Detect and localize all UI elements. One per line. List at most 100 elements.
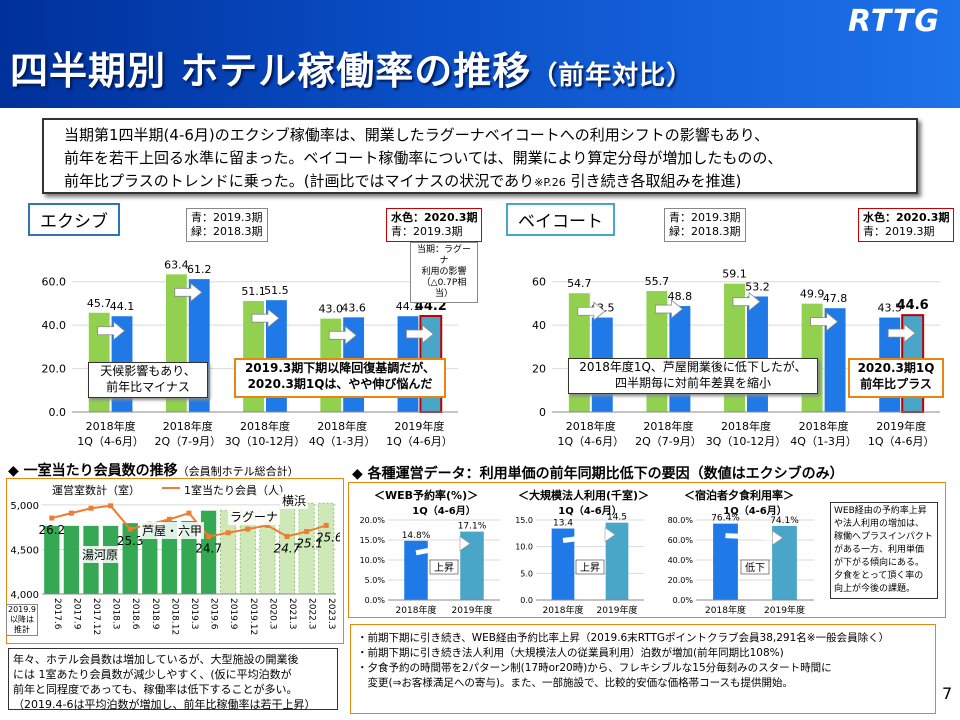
bay-legend-current: 水色：2020.3期 青：2019.3期	[858, 208, 955, 242]
trend-arrow	[887, 323, 916, 343]
xiv-tag: エクシブ	[28, 203, 120, 236]
summary-line-2: 前年を若干上回る水準に留まった。ベイコート稼働率については、開業により算定分母が…	[64, 149, 783, 167]
y-tick-label: 0.0	[49, 406, 67, 419]
x-tick-label-quarter: 1Q（4-6月）	[386, 435, 453, 448]
x-tick-label: 2021.3	[287, 598, 297, 630]
page-title: 四半期別 ホテル稼働率の推移（前年対比）	[10, 49, 694, 93]
trend-arrow	[577, 301, 606, 322]
line-value-label: 25.3	[117, 534, 144, 548]
line-point	[68, 510, 74, 516]
bar-value-label: 76.4%	[711, 514, 740, 524]
ops-bullets: ・前期下期に引き続き、WEB経由予約比率上昇（2019.6末RTTGポイントクラ…	[350, 624, 936, 714]
label-ashiya: 芦屋・六甲	[140, 522, 205, 539]
trend-arrow-head	[459, 536, 471, 552]
line-point	[245, 526, 251, 532]
y-tick-label: 40.0	[42, 319, 67, 332]
label-yokohama: 横浜	[280, 492, 309, 509]
bar-rooms	[161, 520, 178, 594]
trend-arrow	[810, 311, 839, 332]
line-point	[88, 505, 94, 511]
x-tick-label-year: 2018年度	[643, 419, 693, 433]
x-tick-label: 2018.9	[150, 598, 160, 630]
trend-arrow	[732, 291, 761, 312]
line-point	[264, 522, 270, 528]
x-tick-label-year: 2018年度	[317, 419, 367, 433]
company-logo: RTTG	[848, 4, 940, 39]
trend-arrow	[174, 282, 203, 303]
period-label: 1Q（4-6月）	[412, 504, 476, 517]
x-tick-label: 2019.6	[209, 598, 219, 630]
y-tick-label: 40	[532, 319, 546, 332]
value-label-current: 44.1	[110, 300, 135, 313]
x-tick-label-year: 2019年度	[394, 419, 444, 433]
x-tick-label: 2017.12	[91, 598, 101, 635]
period-label: 1Q（4-6月）	[723, 504, 787, 517]
ops-section-title: ◆ 各種運営データ：利用単価の前年同期比低下の要因（数値はエクシブのみ）	[352, 466, 844, 482]
y-tick-label: 60	[532, 276, 546, 289]
y-tick-label: 4,000	[10, 590, 39, 601]
web-chart-title: ＜WEB予約率(%)＞	[374, 489, 479, 502]
line-point	[225, 530, 231, 536]
line-value-label: 24.7	[195, 541, 222, 555]
trend-label-box	[740, 559, 770, 575]
y-tick-label: 40.0%	[668, 556, 694, 565]
bar-rooms	[181, 520, 197, 594]
value-label-current: 44.6	[897, 298, 929, 313]
y-tick-label: 0.0	[520, 596, 533, 605]
trend-arrow-shaft	[415, 541, 465, 556]
xiv-callout-trend: 2019.3期下期以降回復基調だが、 2020.3期1Qは、やや伸び悩んだ	[234, 358, 446, 398]
line-point	[186, 510, 192, 516]
trend-arrow-head	[772, 530, 784, 546]
y-tick-label: 10.0	[515, 543, 533, 552]
summary-page-ref: ※P.26	[534, 176, 566, 189]
bar-value	[605, 522, 629, 600]
line-point	[206, 533, 212, 539]
x-tick-label-year: 2018年度	[721, 419, 771, 433]
y-tick-label: 20	[532, 363, 546, 376]
trend-arrow	[251, 308, 280, 329]
summary-line-3: 前年比プラスのトレンドに乗った。(計画比ではマイナスの状況であり※P.26 引き…	[64, 172, 742, 190]
member-legend-line-swatch	[162, 487, 180, 489]
x-tick-label: 2019年度	[452, 604, 493, 616]
member-legend-bar: 運営室数計（室）	[50, 482, 142, 498]
label-yugawara: 湯河原	[80, 546, 121, 563]
y-tick-label: 0	[539, 406, 546, 419]
x-tick-label: 2023.3	[326, 598, 336, 630]
xiv-occupancy-chart: 0.020.040.060.045.744.12018年度1Q（4-6月）63.…	[42, 258, 458, 448]
value-label-current: 48.8	[668, 290, 693, 303]
value-label-previous: 43.0	[319, 303, 344, 316]
line-point	[127, 526, 133, 532]
y-tick-label: 80.0%	[668, 516, 694, 525]
bar-current-year	[824, 308, 846, 412]
x-tick-label: 2018年度	[396, 604, 437, 616]
x-tick-label: 2017.9	[71, 598, 81, 630]
line-point	[304, 529, 310, 535]
bar-value-label: 74.1%	[770, 516, 799, 526]
value-label-current: 51.5	[264, 284, 289, 297]
xiv-callout-weather: 天候影響もあり、 前年比マイナス	[88, 362, 208, 398]
trend-label: 低下	[745, 561, 765, 574]
x-tick-label-quarter: 1Q（4-6月）	[557, 435, 624, 448]
line-value-label: 26.2	[38, 523, 65, 537]
y-tick-label: 0.0%	[365, 596, 386, 605]
value-label-previous: 55.7	[645, 275, 670, 288]
member-section-title: ◆ 一室当たり会員数の推移（会員制ホテル総合計）	[8, 463, 299, 479]
bay-callout-plus: 2020.3期1Q 前年比プラス	[848, 358, 944, 398]
x-tick-label-year: 2018年度	[240, 419, 290, 433]
x-tick-label-quarter: 3Q（10-12月）	[706, 435, 787, 448]
header-banner	[0, 0, 960, 108]
x-tick-label-quarter: 4Q（1-3月）	[309, 435, 376, 448]
x-tick-label-year: 2019年度	[876, 419, 926, 433]
x-tick-label-quarter: 2Q（7-9月）	[635, 435, 702, 448]
member-explanation: 年々、ホテル会員数は増加しているが、大型施設の開業後 には 1室あたり会員数が減…	[8, 648, 338, 711]
page-title-sub: （前年対比）	[531, 61, 694, 91]
y-tick-label: 5,000	[10, 501, 39, 512]
x-tick-label: 2019.9	[228, 598, 238, 630]
line-point	[49, 515, 55, 521]
y-tick-label: 20.0%	[668, 576, 694, 585]
xiv-legend-current: 水色：2020.3期 青：2019.3期	[386, 208, 483, 242]
xiv-impact-note: 当期：ラグーナ 利用の影響 （△0.7P相当）	[410, 242, 478, 303]
value-label-current: 61.2	[187, 263, 212, 276]
value-label-current: 47.8	[823, 292, 848, 305]
x-tick-label: 2018.3	[111, 598, 121, 630]
